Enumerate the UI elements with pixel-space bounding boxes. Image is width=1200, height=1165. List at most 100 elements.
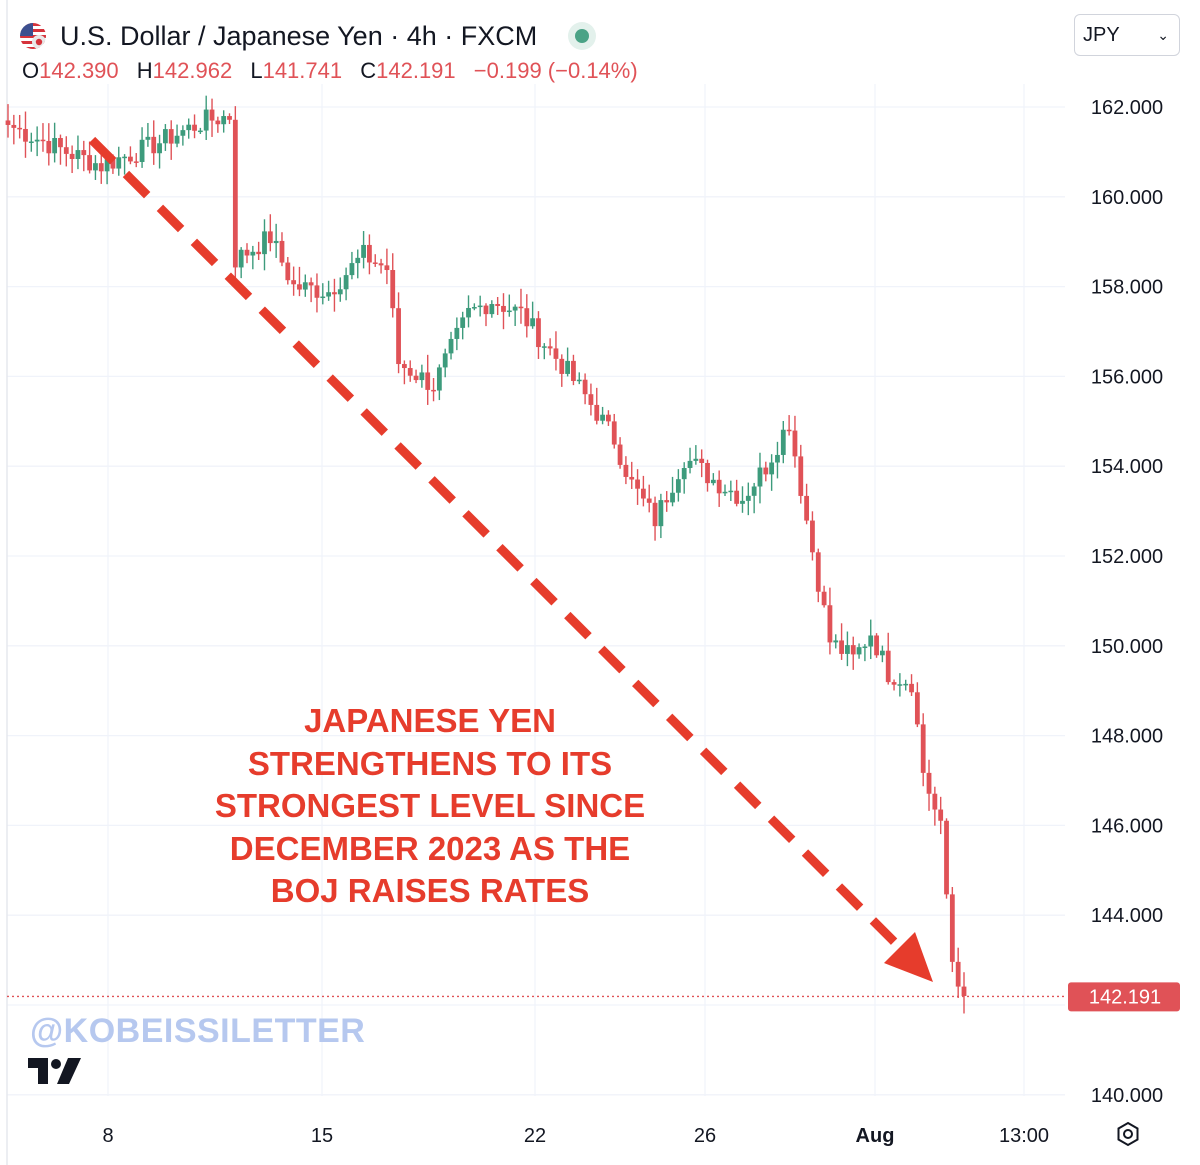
high-value: 142.962	[152, 58, 233, 83]
currency-select[interactable]: JPY ⌄	[1074, 14, 1180, 56]
candle-body	[576, 379, 582, 382]
candle-body	[810, 520, 815, 553]
candle-body	[780, 429, 786, 455]
candle-body	[442, 353, 448, 368]
candle-body	[652, 502, 658, 527]
candle-body	[197, 130, 203, 133]
candle-body	[104, 159, 110, 172]
time-axis[interactable]: 8 15 22 26 Aug 13:00	[102, 1125, 1049, 1147]
high-label: H	[136, 58, 153, 83]
candle-body	[944, 820, 949, 895]
candle-body	[320, 296, 326, 299]
price-tick-label: 158.000	[1091, 277, 1163, 299]
candle-body	[128, 156, 133, 162]
price-tick-label: 160.000	[1091, 187, 1163, 209]
candle-body	[629, 476, 635, 480]
candle-body	[5, 120, 11, 125]
candle-body	[862, 646, 868, 649]
ohlc-legend: O142.390 H142.962 L141.741 C142.191 −0.1…	[22, 58, 650, 84]
candle-body	[390, 270, 396, 309]
candle-body	[378, 263, 384, 266]
symbol-title[interactable]: U.S. Dollar / Japanese Yen · 4h · FXCM	[60, 20, 538, 51]
tradingview-logo[interactable]	[28, 1056, 82, 1091]
candle-body	[133, 161, 139, 163]
candle-body	[559, 358, 565, 374]
candle-body	[63, 147, 69, 154]
open-label: O	[22, 58, 40, 83]
candle-body	[565, 360, 571, 374]
headline-annotation: JAPANESE YEN STRENGTHENS TO ITS STRONGES…	[150, 700, 710, 913]
candle-body	[775, 454, 780, 463]
price-tick-label: 154.000	[1091, 456, 1163, 478]
candle-body	[710, 479, 716, 484]
candle-body	[845, 645, 850, 654]
price-tick-label: 146.000	[1091, 815, 1163, 837]
time-tick-label: 22	[524, 1125, 546, 1147]
candle-body	[518, 306, 524, 309]
candle-body	[891, 682, 897, 685]
candle-body	[168, 129, 174, 144]
candle-body	[221, 116, 227, 125]
price-tick-label: 156.000	[1091, 366, 1163, 388]
candle-body	[145, 136, 151, 140]
time-tick-label: 8	[102, 1125, 113, 1147]
candle-body	[856, 647, 862, 655]
candle-body	[827, 605, 833, 643]
last-price-badge	[1068, 982, 1180, 1012]
candle-body	[384, 265, 390, 271]
chart-settings-icon[interactable]	[1114, 1120, 1142, 1148]
candle-body	[203, 109, 209, 131]
currency-value: JPY	[1083, 23, 1120, 46]
trend-arrow-head	[884, 932, 933, 982]
candle-body	[413, 375, 419, 381]
candle-body	[250, 251, 256, 256]
candle-body	[757, 467, 763, 487]
candle-body	[349, 263, 355, 276]
candle-body	[256, 251, 262, 255]
candle-body	[716, 479, 722, 494]
low-value: 141.741	[262, 58, 343, 83]
candle-body	[273, 240, 279, 244]
candle-body	[23, 128, 28, 142]
candle-body	[454, 327, 460, 339]
candle-body	[903, 683, 909, 686]
candle-body	[588, 394, 594, 405]
candle-body	[110, 159, 116, 169]
candle-body	[658, 500, 664, 527]
candle-body	[297, 284, 302, 290]
candle-body	[617, 444, 623, 465]
candle-body	[681, 467, 687, 480]
candle-body	[897, 684, 903, 686]
close-value: 142.191	[376, 58, 456, 83]
us-jp-flag-icon	[20, 23, 46, 49]
candle-body	[745, 495, 751, 501]
candle-body	[58, 138, 63, 148]
candle-body	[763, 467, 769, 475]
candle-body	[98, 163, 104, 172]
candle-body	[734, 490, 740, 504]
price-tick-label: 148.000	[1091, 726, 1163, 748]
price-axis[interactable]: 162.000 160.000 158.000 156.000 154.000 152.0…	[1068, 97, 1180, 1107]
candle-body	[431, 389, 436, 392]
candle-body	[640, 488, 646, 499]
candle-body	[938, 809, 944, 821]
candle-body	[530, 318, 536, 327]
candle-body	[448, 338, 454, 354]
candle-body	[75, 150, 81, 159]
candle-body	[361, 244, 366, 258]
candle-body	[46, 140, 52, 154]
candle-body	[355, 257, 361, 264]
candle-body	[401, 364, 407, 369]
candle-body	[606, 414, 611, 422]
candle-body	[192, 124, 197, 131]
candle-body	[495, 304, 501, 306]
price-tick-label: 144.000	[1091, 905, 1163, 927]
candle-body	[909, 683, 914, 693]
candle-body	[646, 498, 652, 503]
candle-body	[524, 308, 530, 327]
candle-body	[139, 139, 145, 163]
candle-body	[868, 635, 874, 647]
candle-body	[833, 640, 839, 643]
candle-body	[600, 414, 605, 421]
